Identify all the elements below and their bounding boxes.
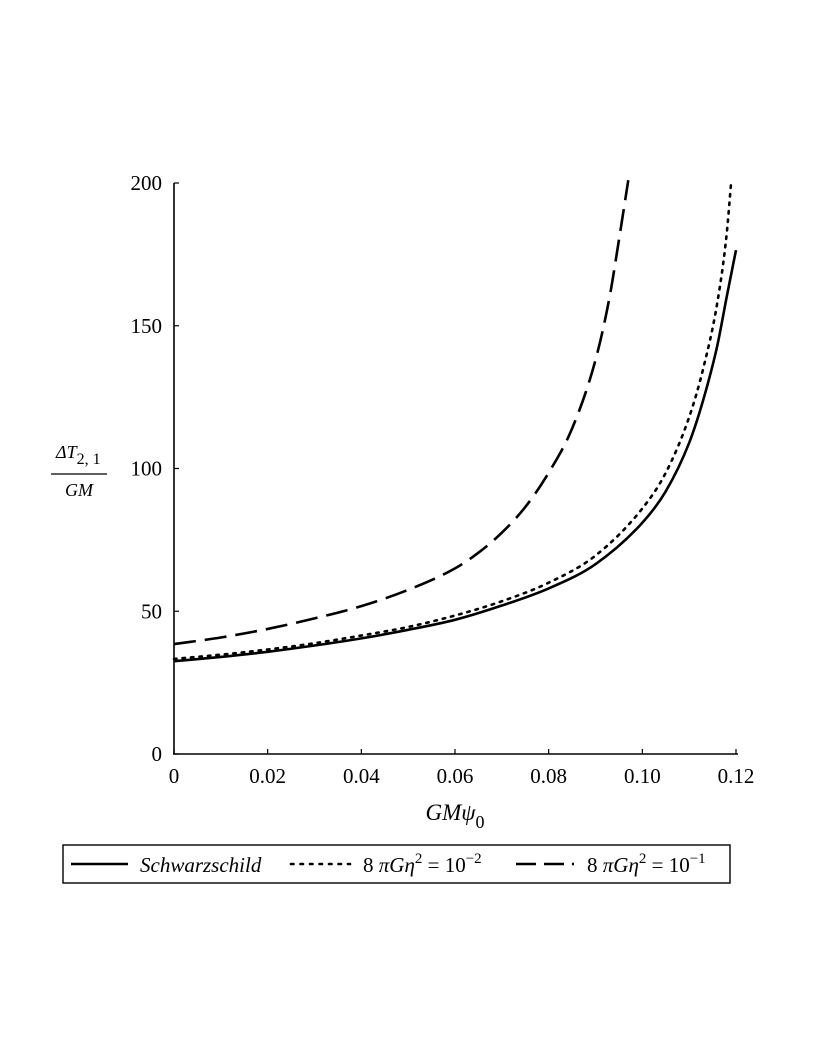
legend-eta-2-eq: = 10 bbox=[422, 853, 465, 877]
legend-eta-2-sup2: −2 bbox=[466, 851, 482, 867]
y-tick-label: 150 bbox=[131, 314, 163, 338]
series-eta-1e-2 bbox=[172, 178, 733, 661]
y-tick-label: 200 bbox=[131, 171, 163, 195]
x-axis-label-sub: 0 bbox=[476, 812, 485, 832]
y-tick-label: 50 bbox=[141, 599, 162, 623]
legend-label-eta-1: 8 πGη2 = 10−1 bbox=[587, 851, 706, 877]
legend-eta-2-prefix: 8 bbox=[363, 853, 379, 877]
legend-eta-1-eq: = 10 bbox=[646, 853, 689, 877]
y-axis-label-numerator: ΔT2, 1 bbox=[55, 442, 101, 468]
y-tick-label: 0 bbox=[152, 742, 163, 766]
y-axis-label-numerator-sub: 2, 1 bbox=[77, 451, 101, 468]
x-tick-label: 0.04 bbox=[343, 764, 380, 788]
legend-eta-2-pi: π bbox=[379, 853, 390, 877]
legend-label-eta-2: 8 πGη2 = 10−2 bbox=[363, 851, 482, 877]
legend-eta-2-sup1: 2 bbox=[415, 851, 423, 867]
x-axis-label: GMψ0 bbox=[425, 800, 484, 832]
y-tick-label: 100 bbox=[131, 457, 163, 481]
x-tick-label: 0.06 bbox=[437, 764, 474, 788]
legend-eta-1-sup2: −1 bbox=[690, 851, 706, 867]
legend-eta-1-mid: Gη bbox=[613, 853, 639, 877]
y-axis-label: ΔT2, 1 GM bbox=[51, 442, 107, 500]
x-tick-label: 0 bbox=[169, 764, 180, 788]
x-ticks: 0 0.02 0.04 0.06 0.08 0.10 0.12 bbox=[169, 749, 755, 788]
legend-eta-1-prefix: 8 bbox=[587, 853, 603, 877]
series-layer bbox=[172, 178, 738, 663]
series-eta-1e-1 bbox=[173, 179, 630, 646]
x-tick-label: 0.10 bbox=[624, 764, 661, 788]
legend-box bbox=[62, 844, 731, 884]
x-tick-label: 0.12 bbox=[718, 764, 755, 788]
legend-eta-2-mid: Gη bbox=[389, 853, 415, 877]
y-ticks: 0 50 100 150 200 bbox=[131, 171, 179, 766]
legend-label-schwarzschild: Schwarzschild bbox=[140, 853, 262, 877]
y-axis-label-numerator-main: ΔT bbox=[55, 442, 79, 462]
x-tick-label: 0.08 bbox=[530, 764, 567, 788]
series-schwarzschild bbox=[173, 249, 738, 663]
x-tick-label: 0.02 bbox=[249, 764, 286, 788]
x-axis-label-main: GMψ bbox=[425, 800, 476, 825]
legend: Schwarzschild 8 πGη2 = 10−2 8 πGη2 = 10−… bbox=[62, 844, 731, 884]
y-axis-label-denominator: GM bbox=[65, 480, 94, 500]
legend-eta-1-pi: π bbox=[603, 853, 614, 877]
legend-eta-1-sup1: 2 bbox=[639, 851, 647, 867]
